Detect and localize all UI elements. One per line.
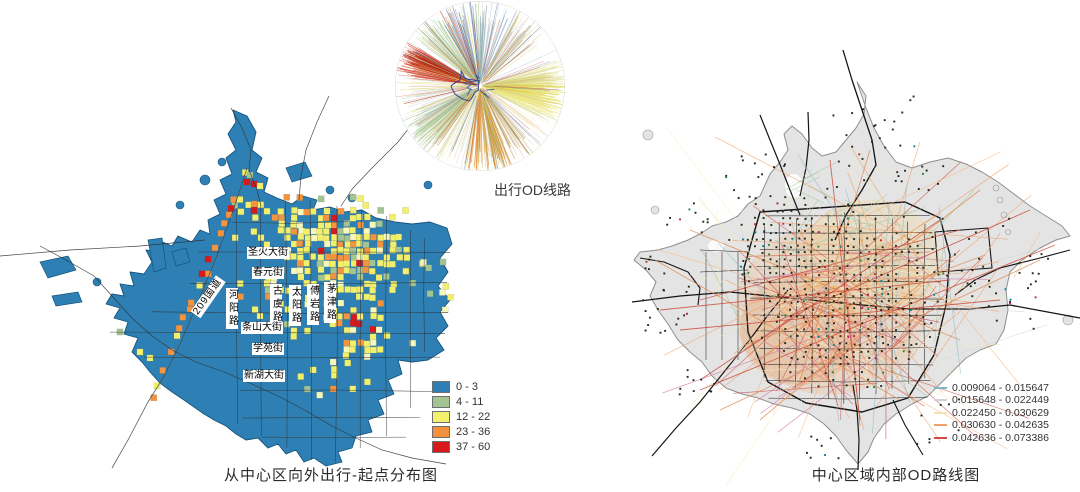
legend-label: 12 - 22 (456, 410, 491, 423)
right-map-legend: 0.009064 - 0.015647 0.015648 - 0.022449 … (934, 382, 1049, 445)
left-map-legend: 0 - 3 4 - 11 12 - 22 23 - 36 37 - 60 (432, 380, 491, 456)
legend-swatch (432, 395, 450, 408)
left-map-caption: 从中心区向外出行-起点分布图 (224, 467, 438, 484)
legend-row: 0.030630 - 0.042635 (934, 419, 1049, 432)
road-label-guyu: 古虞路 (270, 284, 282, 325)
legend-row: 37 - 60 (432, 440, 491, 453)
road-label-chunyuan: 春元街 (252, 267, 284, 279)
legend-label: 0.009064 - 0.015647 (952, 382, 1049, 394)
legend-label: 23 - 36 (456, 425, 491, 438)
legend-row: 12 - 22 (432, 410, 491, 423)
road-label-taiyang: 太阳路 (289, 285, 301, 326)
legend-label: 4 - 11 (456, 395, 484, 408)
legend-row: 0.042636 - 0.073386 (934, 431, 1049, 444)
legend-swatch (432, 410, 450, 423)
legend-row: 0.009064 - 0.015647 (934, 382, 1049, 394)
road-label-fuyan: 傅岩路 (307, 284, 319, 325)
legend-row: 4 - 11 (432, 395, 490, 408)
road-label-xueyuan: 学苑街 (252, 343, 284, 355)
legend-swatch (432, 440, 450, 453)
legend-swatch (432, 380, 450, 393)
road-label-maojin: 茅津路 (324, 282, 336, 323)
right-map-caption: 中心区域内部OD路线图 (811, 467, 981, 484)
legend-row: 0.015648 - 0.022449 (934, 394, 1049, 407)
legend-label: 0.030630 - 0.042635 (952, 419, 1049, 432)
legend-line-swatch (934, 411, 947, 414)
legend-row: 0.022450 - 0.030629 (934, 406, 1049, 419)
legend-line-swatch (934, 424, 947, 427)
road-label-shenghuo: 圣火大街 (247, 247, 289, 259)
road-label-xinhu: 新湖大街 (243, 370, 285, 382)
legend-line-swatch (934, 399, 947, 402)
legend-label: 0.022450 - 0.030629 (952, 406, 1049, 419)
road-label-tiaoshan: 条山大街 (241, 322, 283, 334)
legend-label: 37 - 60 (456, 440, 491, 453)
legend-label: 0.042636 - 0.073386 (952, 431, 1049, 444)
legend-row: 0 - 3 (432, 380, 490, 393)
road-label-heyang: 河阳路 (226, 288, 238, 329)
od-circle-label: 出行OD线路 (494, 182, 571, 198)
legend-line-swatch (934, 436, 947, 439)
legend-label: 0 - 3 (456, 380, 479, 393)
legend-label: 0.015648 - 0.022449 (952, 394, 1049, 407)
legend-row: 23 - 36 (432, 425, 491, 438)
legend-swatch (432, 425, 450, 438)
legend-line-swatch (934, 387, 947, 389)
